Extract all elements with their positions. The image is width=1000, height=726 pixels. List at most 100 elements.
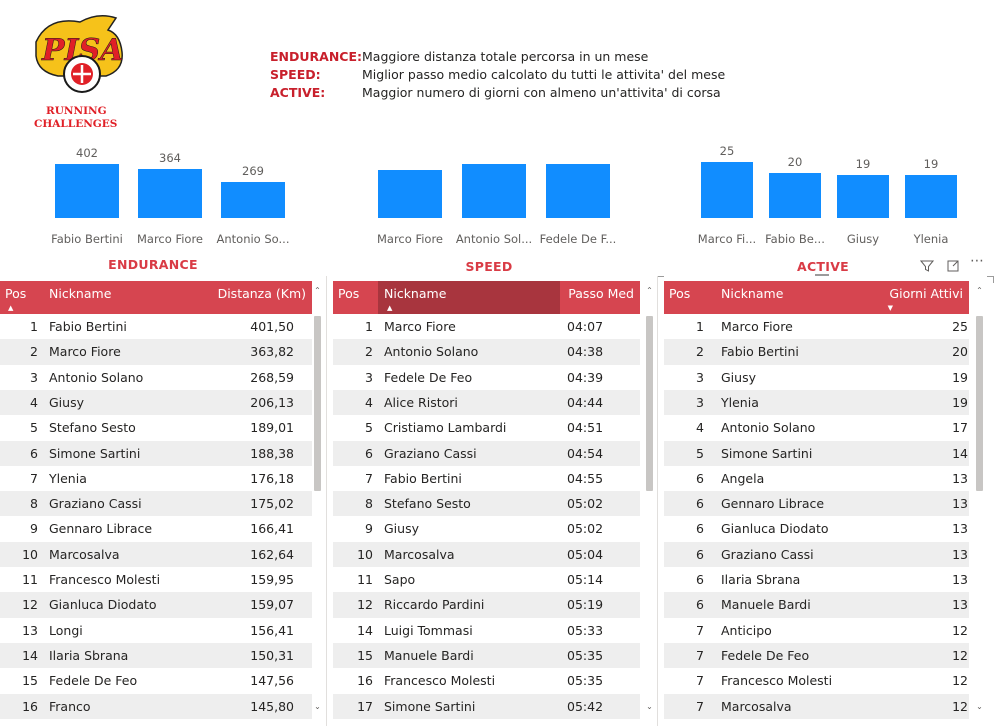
table-row[interactable]: 2 Marco Fiore 363,82 — [0, 339, 312, 365]
table-row[interactable]: 5 Stefano Sesto 189,01 — [0, 415, 312, 440]
table-row[interactable]: 6 Gennaro Librace 13 — [664, 491, 969, 517]
table-row[interactable]: 16 Franco 145,80 — [0, 693, 312, 719]
scroll-up-icon[interactable]: ⌃ — [646, 286, 653, 295]
table-row[interactable]: 7 Francesco Molesti 12 — [664, 668, 969, 693]
cell-nickname: Antonio Solano — [384, 344, 479, 360]
endurance-table[interactable]: Pos ▲ Nickname Distanza (Km) 1 Fabio Bertini 4… — [0, 281, 324, 726]
scroll-down-icon[interactable]: ⌄ — [976, 702, 983, 711]
table-row[interactable]: 9 Gennaro Librace 166,41 — [0, 516, 312, 541]
cell-pos: 11 — [22, 572, 38, 587]
column-header-value[interactable]: Passo Med — [560, 281, 640, 314]
scrollbar-thumb[interactable] — [976, 316, 983, 491]
column-header-pos[interactable]: Pos — [333, 281, 378, 314]
table-row[interactable]: 7 Fabio Bertini 04:55 — [333, 466, 640, 491]
cell-pos: 5 — [365, 420, 373, 436]
scrollbar-thumb[interactable] — [314, 316, 321, 491]
column-header-name[interactable]: Nickname — [43, 281, 198, 314]
table-row[interactable]: 17 Simone Sartini 05:42 — [333, 693, 640, 719]
active-bar-chart[interactable]: 25 Marco Fi... 20 Fabio Be... 19 Giusy 19 Yleni… — [696, 140, 966, 255]
table-row[interactable]: 1 Fabio Bertini 401,50 — [0, 314, 312, 339]
bar-2[interactable] — [138, 169, 202, 218]
more-options-icon[interactable]: ⋯ — [970, 253, 985, 269]
vertical-scrollbar[interactable]: ⌃ ⌄ — [645, 286, 654, 726]
table-row[interactable]: 11 Francesco Molesti 159,95 — [0, 567, 312, 592]
table-row[interactable]: 8 Graziano Cassi 175,02 — [0, 491, 312, 517]
table-row[interactable]: 3 Fedele De Feo 04:39 — [333, 365, 640, 390]
table-row[interactable]: 7 Fedele De Feo 12 — [664, 642, 969, 669]
table-row[interactable]: 3 Ylenia 19 — [664, 389, 969, 416]
table-row[interactable]: 6 Graziano Cassi 04:54 — [333, 440, 640, 466]
cell-nickname: Ilaria Sbrana — [49, 647, 129, 663]
table-row[interactable]: 12 Riccardo Pardini 05:19 — [333, 592, 640, 618]
table-row[interactable]: 6 Graziano Cassi 13 — [664, 541, 969, 567]
bar-3[interactable] — [221, 182, 285, 218]
table-row[interactable]: 1 Marco Fiore 04:07 — [333, 314, 640, 339]
scroll-down-icon[interactable]: ⌄ — [314, 702, 321, 711]
cell-pos: 6 — [696, 597, 704, 613]
bar-3[interactable] — [546, 164, 610, 218]
table-row[interactable]: 4 Antonio Solano 17 — [664, 415, 969, 440]
column-header-pos[interactable]: Pos ▲ — [0, 281, 43, 314]
table-row[interactable]: 6 Angela 13 — [664, 466, 969, 491]
bar-1[interactable] — [55, 164, 119, 218]
cell-value: 19 — [952, 369, 968, 385]
cell-pos: 2 — [30, 344, 38, 360]
legend-endurance: ENDURANCE: Maggiore distanza totale perc… — [270, 49, 648, 64]
speed-table[interactable]: Pos Nickname ▲ Passo Med 1 Marco Fiore 04:07 2 A… — [333, 281, 655, 726]
table-row[interactable]: 10 Marcosalva 05:04 — [333, 541, 640, 567]
column-header-pos[interactable]: Pos — [664, 281, 715, 314]
column-header-name[interactable]: Nickname — [715, 281, 881, 314]
table-row[interactable]: 14 Ilaria Sbrana 150,31 — [0, 642, 312, 669]
category-label: Antonio Sol... — [455, 232, 533, 246]
bar-1[interactable] — [378, 170, 442, 218]
table-row[interactable]: 8 Stefano Sesto 05:02 — [333, 491, 640, 517]
table-row[interactable]: 6 Gianluca Diodato 13 — [664, 516, 969, 541]
bar-3[interactable] — [837, 175, 889, 218]
filter-icon[interactable] — [920, 259, 934, 273]
cell-value: 04:55 — [567, 470, 604, 486]
vertical-scrollbar[interactable]: ⌃ ⌄ — [313, 286, 322, 726]
scroll-up-icon[interactable]: ⌃ — [976, 286, 983, 295]
table-row[interactable]: 15 Fedele De Feo 147,56 — [0, 668, 312, 693]
selection-handle[interactable] — [815, 274, 829, 279]
bar-2[interactable] — [769, 173, 821, 218]
table-row[interactable]: 2 Fabio Bertini 20 — [664, 339, 969, 365]
table-row[interactable]: 13 Longi 156,41 — [0, 618, 312, 643]
table-row[interactable]: 5 Simone Sartini 14 — [664, 440, 969, 466]
table-row[interactable]: 16 Francesco Molesti 05:35 — [333, 668, 640, 693]
table-row[interactable]: 3 Antonio Solano 268,59 — [0, 365, 312, 390]
column-header-value[interactable]: Giorni Attivi ▼ — [881, 281, 969, 314]
endurance-bar-chart[interactable]: 402 Fabio Bertini 364 Marco Fiore 269 Antonio… — [48, 140, 298, 255]
column-header-name[interactable]: Nickname ▲ — [378, 281, 560, 314]
speed-bar-chart[interactable]: Marco Fiore Antonio Sol... Fedele De F... — [372, 140, 622, 255]
table-row[interactable]: 5 Cristiamo Lambardi 04:51 — [333, 415, 640, 440]
bar-1[interactable] — [701, 162, 753, 218]
focus-mode-icon[interactable] — [946, 259, 960, 273]
table-row[interactable]: 6 Ilaria Sbrana 13 — [664, 567, 969, 592]
table-row[interactable]: 3 Giusy 19 — [664, 365, 969, 390]
table-row[interactable]: 14 Luigi Tommasi 05:33 — [333, 618, 640, 643]
table-row[interactable]: 1 Marco Fiore 25 — [664, 314, 969, 339]
vertical-scrollbar[interactable]: ⌃ ⌄ — [975, 286, 984, 726]
table-row[interactable]: 11 Sapo 05:14 — [333, 567, 640, 592]
table-row[interactable]: 7 Marcosalva 12 — [664, 693, 969, 719]
table-row[interactable]: 4 Alice Ristori 04:44 — [333, 389, 640, 416]
table-row[interactable]: 6 Manuele Bardi 13 — [664, 592, 969, 618]
table-row[interactable]: 10 Marcosalva 162,64 — [0, 541, 312, 567]
bar-4[interactable] — [905, 175, 957, 218]
cell-pos: 6 — [30, 445, 38, 461]
bar-2[interactable] — [462, 164, 526, 218]
table-row[interactable]: 15 Manuele Bardi 05:35 — [333, 642, 640, 669]
scroll-up-icon[interactable]: ⌃ — [314, 286, 321, 295]
scrollbar-thumb[interactable] — [646, 316, 653, 491]
table-row[interactable]: 2 Antonio Solano 04:38 — [333, 339, 640, 365]
scroll-down-icon[interactable]: ⌄ — [646, 702, 653, 711]
table-row[interactable]: 4 Giusy 206,13 — [0, 389, 312, 416]
active-table[interactable]: Pos Nickname Giorni Attivi ▼ 1 Marco Fiore 25 2… — [664, 281, 990, 726]
column-header-value[interactable]: Distanza (Km) — [198, 281, 312, 314]
table-row[interactable]: 12 Gianluca Diodato 159,07 — [0, 592, 312, 618]
table-row[interactable]: 6 Simone Sartini 188,38 — [0, 440, 312, 466]
table-row[interactable]: 7 Ylenia 176,18 — [0, 466, 312, 491]
table-row[interactable]: 7 Anticipo 12 — [664, 618, 969, 643]
table-row[interactable]: 9 Giusy 05:02 — [333, 516, 640, 541]
